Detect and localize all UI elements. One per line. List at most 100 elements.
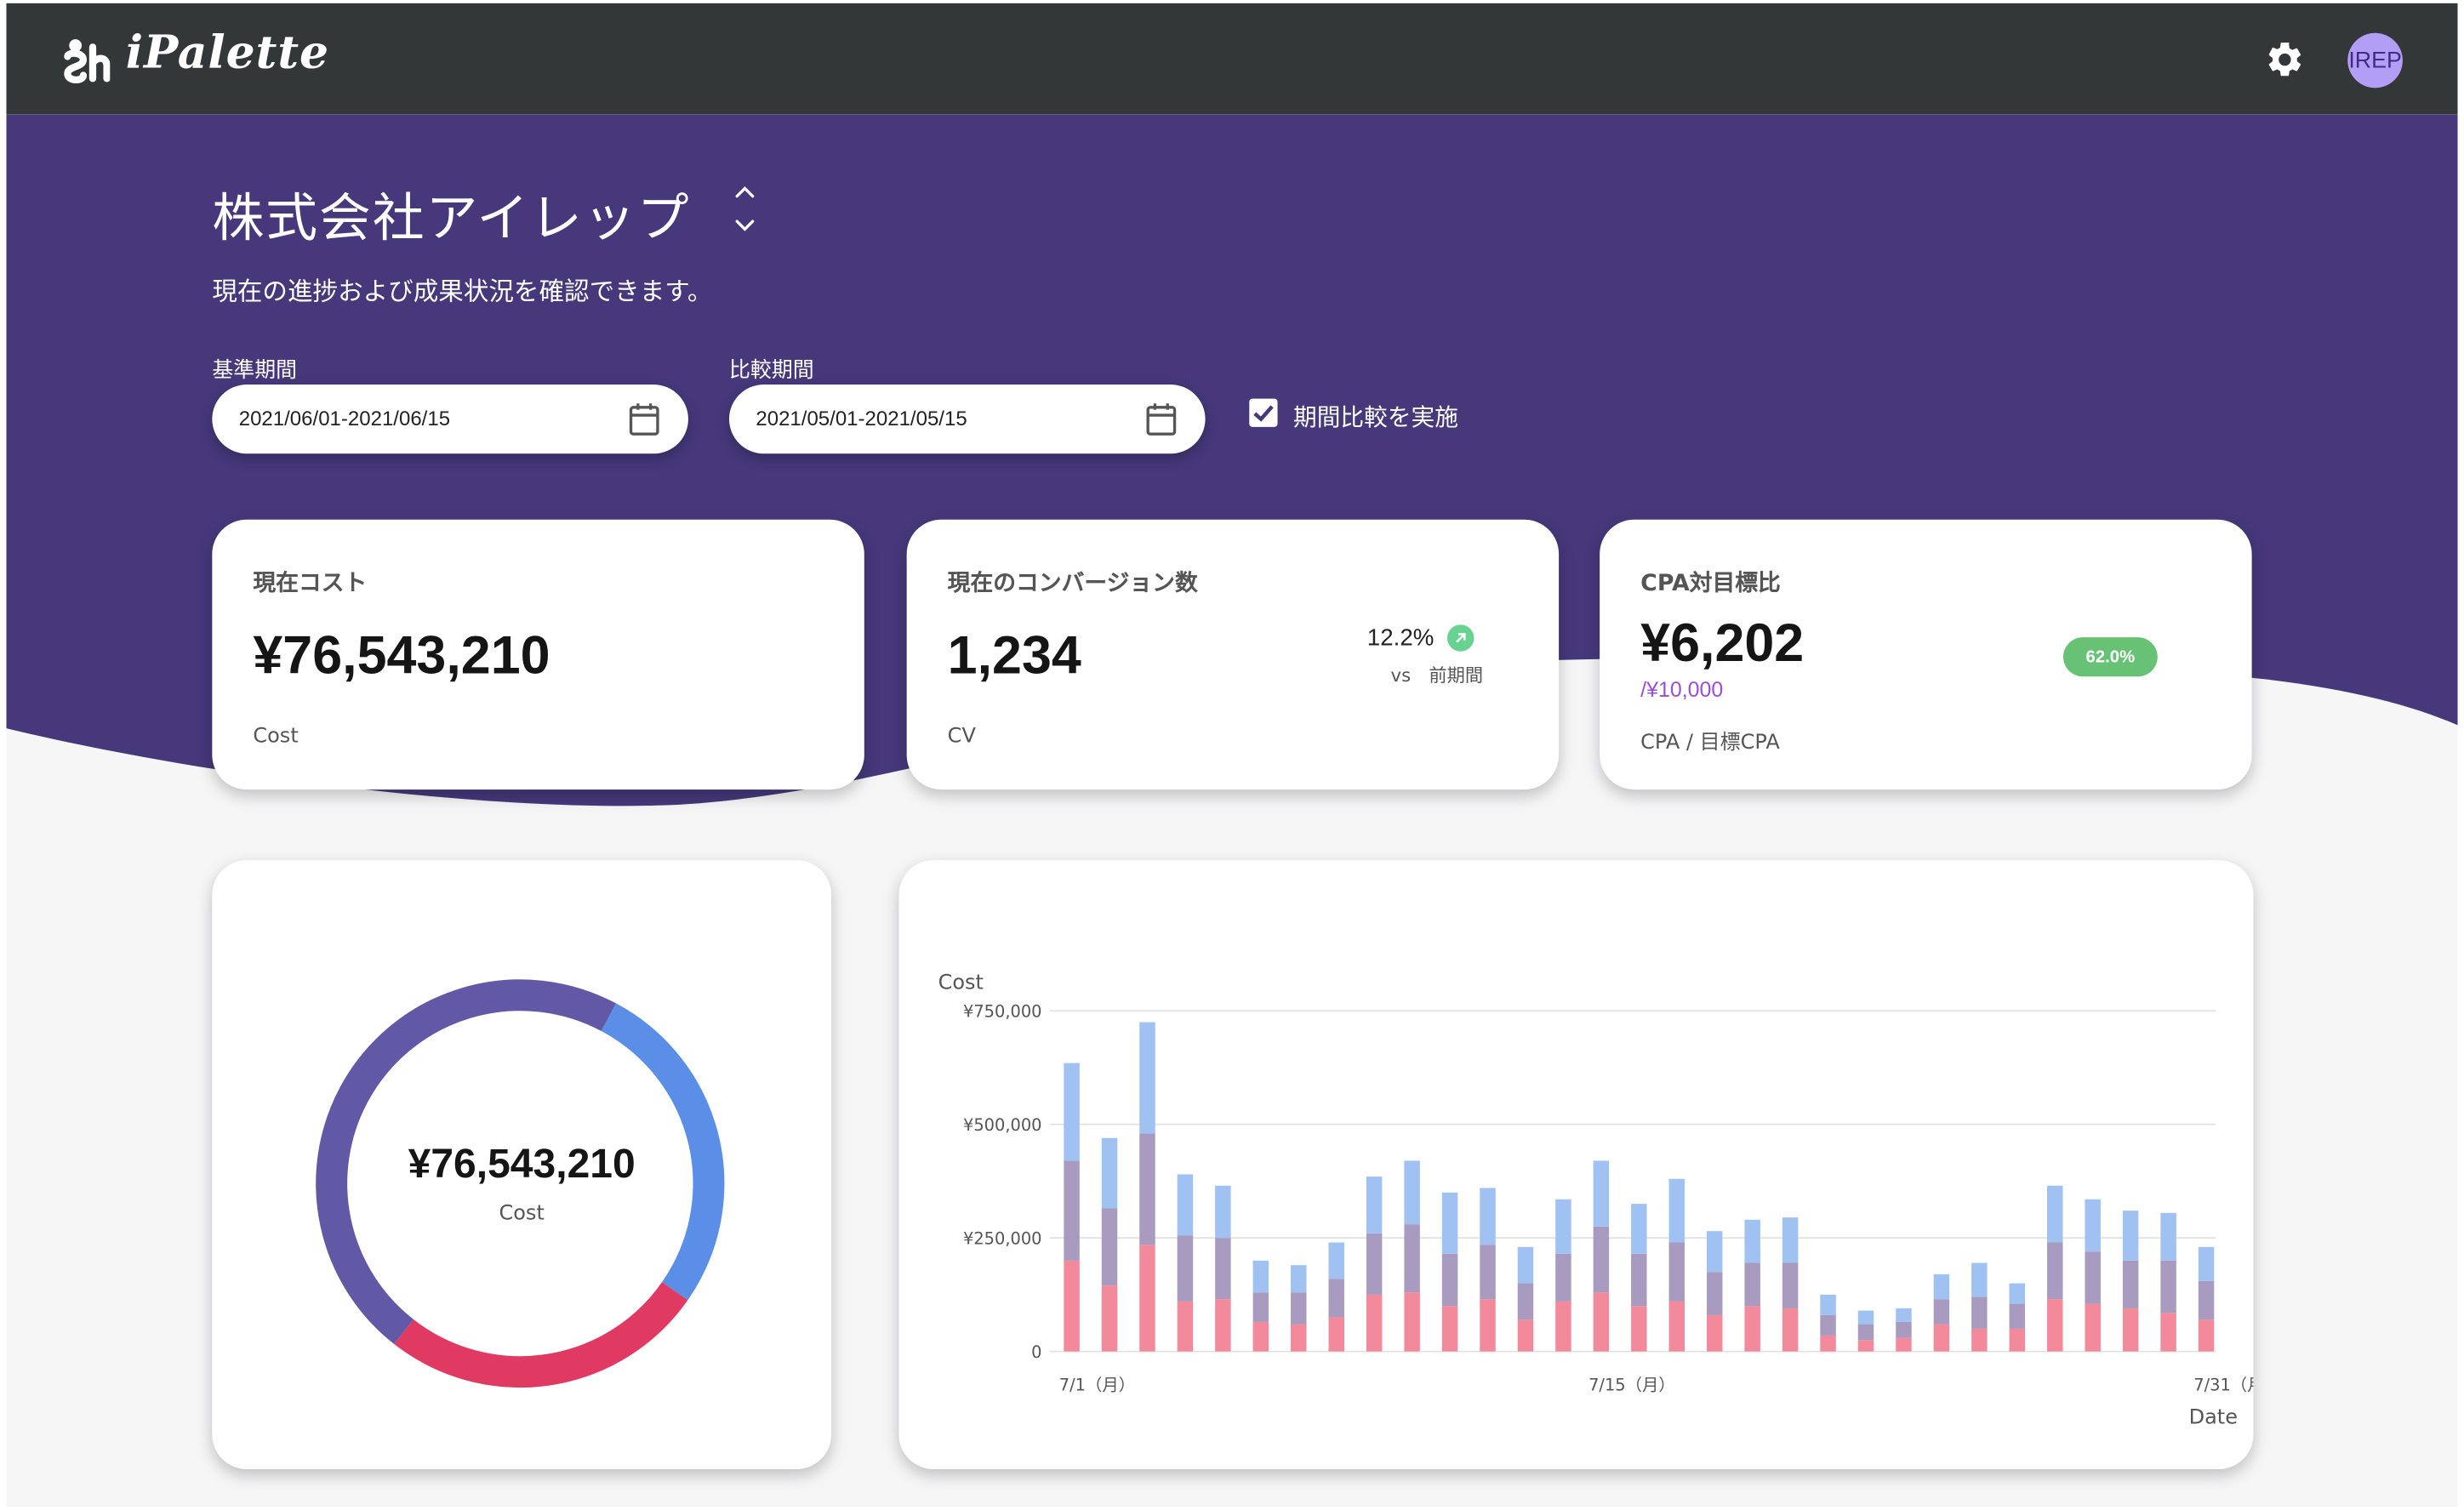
- bar-segment-7-26-s1[interactable]: [2009, 1328, 2026, 1352]
- bar-segment-7-22-s2[interactable]: [1857, 1324, 1874, 1341]
- bar-segment-7-28-s2[interactable]: [2085, 1251, 2101, 1304]
- bar-segment-7-25-s1[interactable]: [1971, 1328, 1988, 1352]
- base-period-input[interactable]: 2021/06/01-2021/06/15: [212, 385, 688, 454]
- bar-segment-7-4-s3[interactable]: [1177, 1174, 1194, 1236]
- bar-segment-7-9-s2[interactable]: [1366, 1233, 1383, 1295]
- bar-segment-7-14-s3[interactable]: [1555, 1199, 1571, 1254]
- bar-segment-7-27-s3[interactable]: [2047, 1185, 2063, 1243]
- bar-segment-7-18-s3[interactable]: [1706, 1231, 1723, 1273]
- bar-segment-7-5-s2[interactable]: [1215, 1238, 1231, 1300]
- bar-segment-7-10-s1[interactable]: [1404, 1292, 1420, 1352]
- bar-segment-7-30-s1[interactable]: [2160, 1313, 2176, 1352]
- ipalette-logo-icon[interactable]: [63, 37, 111, 88]
- bar-segment-7-19-s3[interactable]: [1744, 1219, 1760, 1263]
- bar-segment-7-30-s2[interactable]: [2160, 1260, 2176, 1313]
- bar-segment-7-1-s3[interactable]: [1064, 1063, 1080, 1161]
- bar-segment-7-23-s2[interactable]: [1896, 1321, 1912, 1338]
- calendar-icon[interactable]: [1145, 402, 1177, 436]
- bar-segment-7-29-s3[interactable]: [2122, 1211, 2139, 1261]
- bar-segment-7-24-s3[interactable]: [1933, 1274, 1950, 1300]
- bar-segment-7-17-s2[interactable]: [1668, 1242, 1685, 1302]
- bar-segment-7-8-s3[interactable]: [1328, 1242, 1344, 1279]
- bar-segment-7-26-s2[interactable]: [2009, 1303, 2026, 1329]
- bar-segment-7-25-s3[interactable]: [1971, 1262, 1988, 1297]
- bar-segment-7-7-s2[interactable]: [1291, 1292, 1307, 1325]
- bar-segment-7-1-s2[interactable]: [1064, 1160, 1080, 1261]
- bar-segment-7-6-s3[interactable]: [1252, 1260, 1269, 1293]
- bar-segment-7-7-s1[interactable]: [1291, 1324, 1307, 1352]
- bar-segment-7-30-s3[interactable]: [2160, 1212, 2176, 1261]
- calendar-icon[interactable]: [629, 402, 660, 436]
- bar-segment-7-18-s2[interactable]: [1706, 1272, 1723, 1315]
- bar-segment-7-6-s2[interactable]: [1252, 1292, 1269, 1322]
- bar-segment-7-25-s2[interactable]: [1971, 1296, 1988, 1329]
- bar-segment-7-22-s3[interactable]: [1857, 1310, 1874, 1325]
- bar-segment-7-14-s2[interactable]: [1555, 1253, 1571, 1302]
- bar-segment-7-6-s1[interactable]: [1252, 1321, 1269, 1352]
- bar-segment-7-16-s1[interactable]: [1631, 1306, 1647, 1352]
- bar-segment-7-9-s3[interactable]: [1366, 1177, 1383, 1234]
- bar-segment-7-27-s2[interactable]: [2047, 1242, 2063, 1300]
- bar-segment-7-4-s2[interactable]: [1177, 1235, 1194, 1302]
- bar-segment-7-8-s1[interactable]: [1328, 1317, 1344, 1352]
- bar-segment-7-12-s1[interactable]: [1480, 1299, 1496, 1352]
- bar-segment-7-5-s1[interactable]: [1215, 1299, 1231, 1352]
- bar-segment-7-12-s2[interactable]: [1480, 1245, 1496, 1300]
- compare-checkbox[interactable]: [1249, 398, 1278, 427]
- bar-segment-7-4-s1[interactable]: [1177, 1301, 1194, 1352]
- bar-segment-7-21-s1[interactable]: [1820, 1335, 1836, 1352]
- bar-segment-7-10-s2[interactable]: [1404, 1224, 1420, 1293]
- bar-segment-7-31-s1[interactable]: [2198, 1319, 2215, 1352]
- bar-segment-7-3-s2[interactable]: [1139, 1133, 1155, 1245]
- bar-segment-7-14-s1[interactable]: [1555, 1301, 1571, 1352]
- bar-segment-7-15-s1[interactable]: [1593, 1292, 1610, 1352]
- bar-segment-7-3-s3[interactable]: [1139, 1022, 1155, 1134]
- chevron-up-down-icon[interactable]: [733, 180, 758, 236]
- compare-period-input[interactable]: 2021/05/01-2021/05/15: [728, 385, 1206, 454]
- bar-segment-7-13-s2[interactable]: [1517, 1283, 1534, 1320]
- bar-segment-7-15-s3[interactable]: [1593, 1160, 1610, 1227]
- bar-segment-7-24-s1[interactable]: [1933, 1324, 1950, 1352]
- bar-segment-7-3-s1[interactable]: [1139, 1245, 1155, 1352]
- bar-segment-7-17-s3[interactable]: [1668, 1178, 1685, 1243]
- bar-segment-7-28-s3[interactable]: [2085, 1199, 2101, 1252]
- bar-segment-7-11-s2[interactable]: [1441, 1253, 1458, 1307]
- bar-segment-7-2-s3[interactable]: [1101, 1137, 1118, 1209]
- bar-segment-7-20-s2[interactable]: [1782, 1262, 1799, 1308]
- bar-segment-7-26-s3[interactable]: [2009, 1283, 2026, 1304]
- bar-segment-7-21-s3[interactable]: [1820, 1294, 1836, 1315]
- bar-segment-7-18-s1[interactable]: [1706, 1314, 1723, 1352]
- donut-segment-2[interactable]: [265, 929, 775, 1439]
- bar-segment-7-31-s3[interactable]: [2198, 1246, 2215, 1281]
- bar-segment-7-1-s1[interactable]: [1064, 1260, 1080, 1352]
- bar-segment-7-13-s1[interactable]: [1517, 1319, 1534, 1352]
- bar-segment-7-23-s1[interactable]: [1896, 1337, 1912, 1352]
- donut-segment-3[interactable]: [265, 929, 775, 1439]
- bar-segment-7-24-s2[interactable]: [1933, 1299, 1950, 1325]
- bar-segment-7-29-s1[interactable]: [2122, 1308, 2139, 1352]
- bar-segment-7-2-s2[interactable]: [1101, 1208, 1118, 1286]
- bar-segment-7-23-s3[interactable]: [1896, 1308, 1912, 1322]
- bar-segment-7-15-s2[interactable]: [1593, 1226, 1610, 1293]
- bar-segment-7-20-s3[interactable]: [1782, 1217, 1799, 1263]
- bar-segment-7-20-s1[interactable]: [1782, 1308, 1799, 1352]
- bar-segment-7-11-s3[interactable]: [1441, 1192, 1458, 1254]
- bar-segment-7-31-s2[interactable]: [2198, 1280, 2215, 1320]
- bar-segment-7-29-s2[interactable]: [2122, 1260, 2139, 1308]
- bar-segment-7-19-s1[interactable]: [1744, 1306, 1760, 1352]
- bar-segment-7-10-s3[interactable]: [1404, 1160, 1420, 1225]
- compare-checkbox-label[interactable]: 期間比較を実施: [1292, 403, 1458, 432]
- bar-segment-7-9-s1[interactable]: [1366, 1294, 1383, 1352]
- bar-segment-7-21-s2[interactable]: [1820, 1314, 1836, 1336]
- gear-icon[interactable]: [2264, 39, 2305, 80]
- bar-segment-7-17-s1[interactable]: [1668, 1301, 1685, 1352]
- bar-segment-7-12-s3[interactable]: [1480, 1188, 1496, 1245]
- bar-segment-7-19-s2[interactable]: [1744, 1262, 1760, 1307]
- bar-segment-7-22-s1[interactable]: [1857, 1340, 1874, 1352]
- bar-segment-7-11-s1[interactable]: [1441, 1306, 1458, 1352]
- bar-segment-7-7-s3[interactable]: [1291, 1265, 1307, 1293]
- bar-segment-7-5-s3[interactable]: [1215, 1185, 1231, 1239]
- user-avatar[interactable]: IREP: [2347, 32, 2403, 88]
- bar-segment-7-13-s3[interactable]: [1517, 1246, 1534, 1284]
- bar-segment-7-27-s1[interactable]: [2047, 1299, 2063, 1352]
